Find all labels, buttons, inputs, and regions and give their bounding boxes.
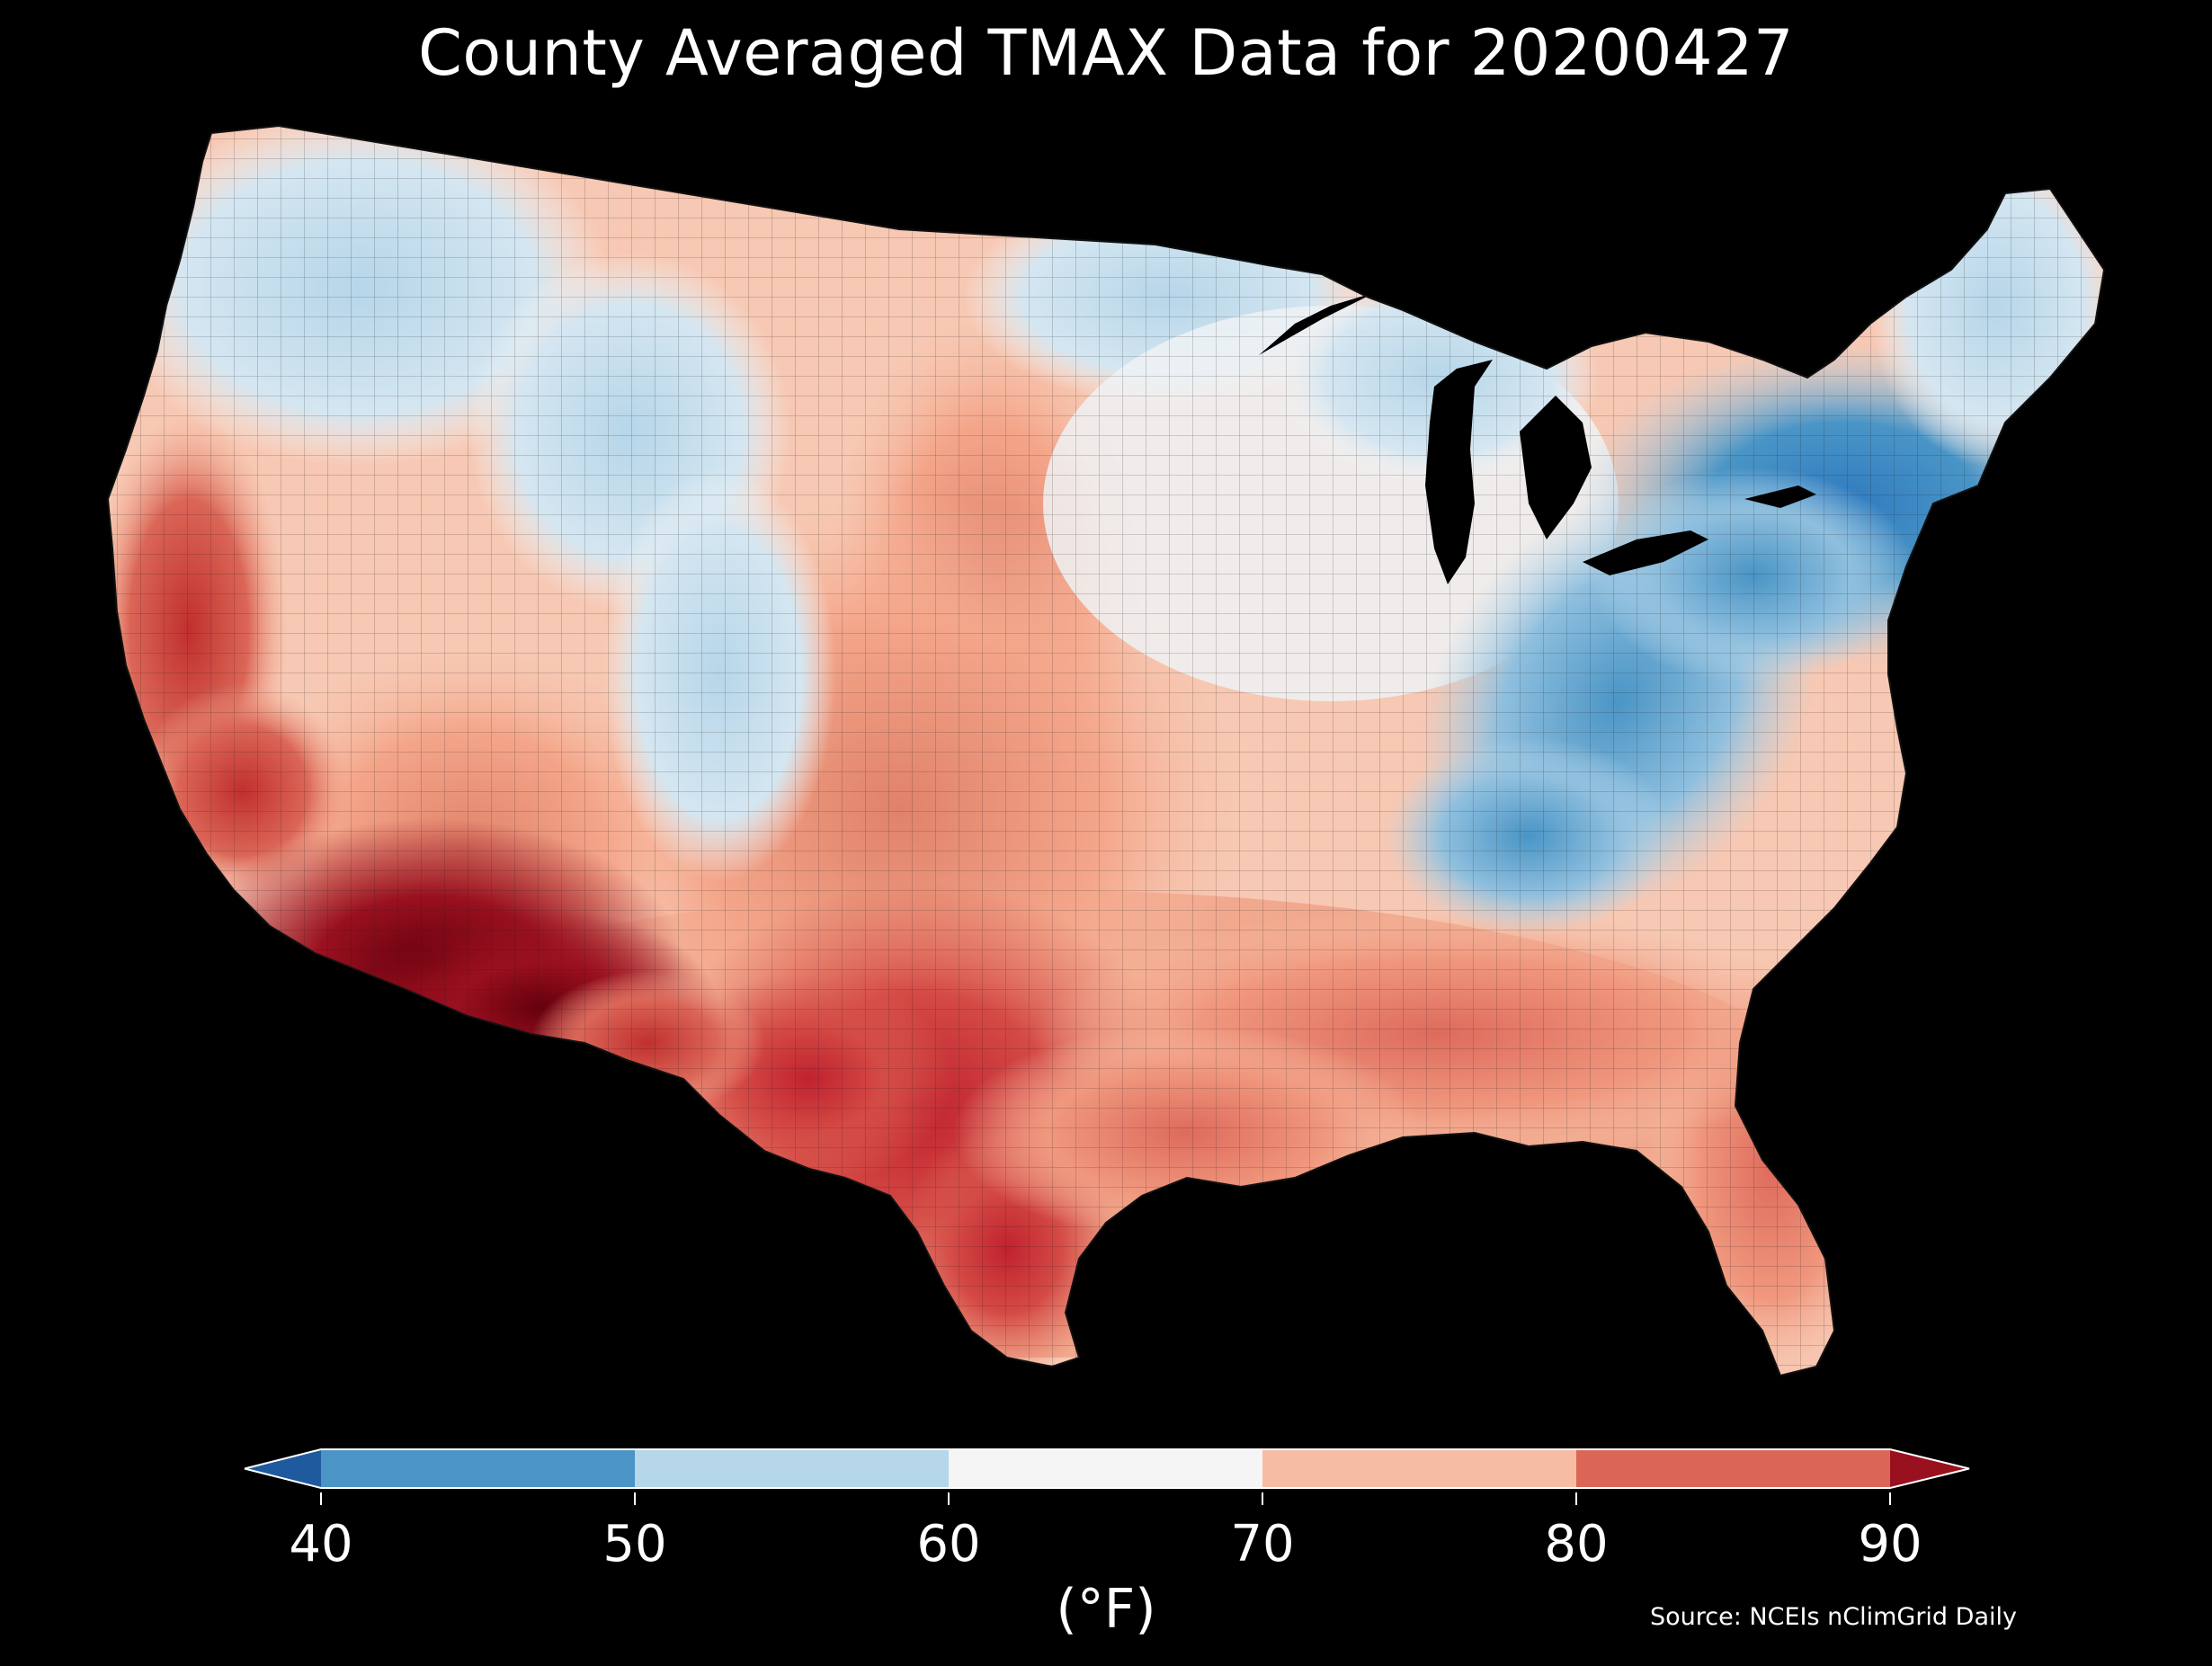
colorbar (244, 1448, 1970, 1489)
colorbar-bin (949, 1449, 1263, 1488)
colorbar-outline (244, 1448, 1970, 1489)
colorbar-tick-mark (1262, 1492, 1263, 1505)
us-counties-fill (108, 126, 2104, 1376)
colorbar-tick-mark (948, 1492, 950, 1505)
colorbar-bin (1262, 1449, 1577, 1488)
colorbar-tick-mark (1889, 1492, 1891, 1505)
colorbar-bin (635, 1449, 950, 1488)
colorbar-extend-high (1890, 1449, 1969, 1488)
colorbar-unit-label: (°F) (1056, 1578, 1156, 1641)
great-lakes (1259, 292, 1816, 584)
us-outline (106, 124, 2106, 1377)
colorbar-bin (1576, 1449, 1891, 1488)
colorbar-tick-label: 70 (1230, 1515, 1295, 1573)
colorbar-tick-label: 80 (1544, 1515, 1609, 1573)
colorbar-tick-label: 60 (916, 1515, 981, 1573)
colorbar-tick-label: 90 (1858, 1515, 1922, 1573)
colorbar-tick-mark (1575, 1492, 1577, 1505)
colorbar-tick-label: 40 (289, 1515, 353, 1573)
source-credit: Source: NCEIs nClimGrid Daily (1650, 1603, 2017, 1631)
colorbar-extend-low (245, 1449, 321, 1488)
colorbar-tick-mark (634, 1492, 636, 1505)
colorbar-tick-label: 50 (602, 1515, 667, 1573)
map-title: County Averaged TMAX Data for 20200427 (417, 16, 1795, 90)
colorbar-tick-mark (320, 1492, 322, 1505)
colorbar-bin (321, 1449, 636, 1488)
